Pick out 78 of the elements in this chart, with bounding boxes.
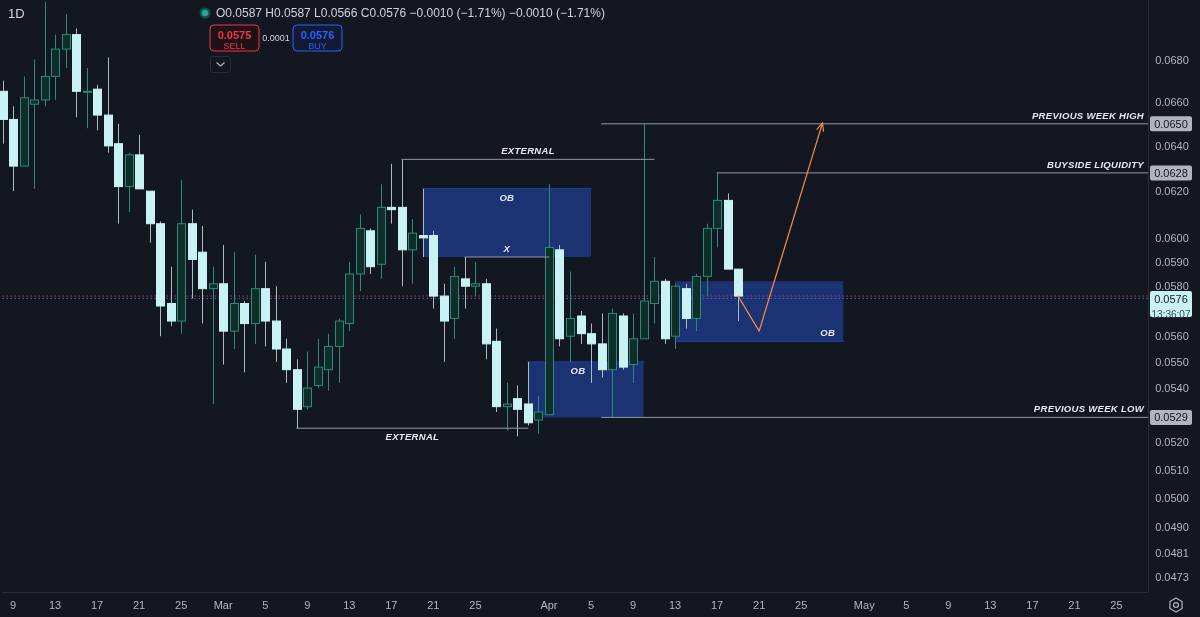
x-tick-label: 25 [1110, 599, 1123, 611]
y-tick-label: 0.0473 [1155, 570, 1189, 583]
x-tick-label: May [853, 599, 876, 611]
x-tick-label: 25 [795, 599, 808, 611]
annotation: 0.0001 [262, 33, 290, 43]
series-label: EXTERNAL [385, 431, 440, 443]
annotation: 0.0575 [217, 28, 252, 41]
y-tick-label: 0.0510 [1155, 463, 1189, 476]
x-tick-label: 21 [427, 599, 440, 611]
x-tick-label: 21 [753, 599, 766, 611]
candlestick [303, 351, 312, 410]
data-label: 0.0650 [1154, 117, 1188, 130]
candlestick [503, 382, 512, 432]
candlestick [461, 256, 470, 309]
x-tick-label: 17 [385, 599, 398, 611]
candlestick [83, 67, 92, 129]
series-label: OB [820, 326, 836, 338]
x-tick-label: 13 [668, 599, 682, 611]
candlestick [387, 163, 396, 225]
chart-title: 1D [8, 5, 25, 21]
data-label: 0.0529 [1154, 411, 1188, 424]
x-tick-label: 25 [469, 599, 482, 611]
annotation: 0.0576 [300, 28, 335, 41]
y-tick-label: 0.0640 [1155, 139, 1189, 152]
candlestick [534, 395, 543, 435]
x-tick-label: Apr [540, 599, 558, 611]
series-label: PREVIOUS WEEK LOW [1033, 403, 1145, 415]
x-tick-label: 9 [629, 599, 637, 611]
y-tick-label: 0.0540 [1155, 382, 1189, 395]
text: 13:36:07 [1151, 308, 1191, 320]
x-tick-label: 25 [175, 599, 188, 611]
y-tick-label: 0.0680 [1155, 53, 1189, 66]
x-tick-label: 21 [1068, 599, 1081, 611]
text: O0.0587 H0.0587 L0.0566 C0.0576 −0.0010 (−1.71%) −0.0010 (−1.71%) [216, 6, 605, 20]
x-tick-label: 9 [304, 599, 311, 611]
y-tick-label: 0.0590 [1155, 255, 1189, 268]
y-tick-label: 0.0660 [1155, 96, 1189, 109]
x-tick-label: 21 [132, 599, 146, 611]
candlestick [62, 13, 71, 69]
x-tick-label: 5 [587, 599, 595, 611]
y-tick-label: 0.0520 [1155, 435, 1189, 448]
series-label: X [502, 243, 511, 255]
candlestick [566, 271, 575, 363]
ref-line-label: 0.0576 [1154, 293, 1188, 306]
annotation: SELL [223, 40, 246, 51]
series-label: PREVIOUS WEEK HIGH [1031, 109, 1145, 121]
candlestick [209, 266, 218, 405]
x-tick-label: 13 [48, 599, 62, 611]
y-tick-label: 0.0620 [1155, 185, 1189, 198]
x-tick-label: 9 [945, 599, 952, 611]
series-label: OB [499, 192, 515, 204]
x-tick-label: 13 [343, 599, 356, 611]
candlestick [524, 361, 533, 426]
x-tick-label: Mar [213, 599, 233, 611]
x-tick-label: 17 [90, 599, 104, 611]
x-tick-label: 5 [262, 599, 269, 611]
y-tick-label: 0.0490 [1155, 520, 1189, 533]
y-tick-label: 0.0600 [1155, 231, 1189, 244]
x-tick-label: 17 [1026, 599, 1039, 611]
candlestick [240, 300, 249, 373]
x-tick-label: 5 [903, 599, 910, 611]
y-tick-label: 0.0481 [1155, 546, 1189, 559]
y-tick-label: 0.0500 [1155, 491, 1189, 504]
x-tick-label: 9 [9, 599, 17, 611]
candlestick [408, 218, 417, 285]
data-label: 0.0628 [1154, 166, 1188, 179]
y-tick-label: 0.0560 [1155, 330, 1189, 343]
series-label: BUYSIDE LIQUIDITY [1047, 158, 1146, 170]
y-tick-label: 0.0580 [1155, 280, 1189, 293]
series-label: EXTERNAL [501, 145, 555, 157]
candlestick [471, 261, 480, 297]
x-tick-label: 17 [711, 599, 724, 611]
y-tick-label: 0.0550 [1155, 355, 1189, 368]
candlestick [167, 266, 176, 327]
x-tick-label: 13 [984, 599, 997, 611]
annotation: BUY [308, 40, 327, 51]
candlestick [513, 384, 522, 437]
series-label: OB [570, 365, 586, 377]
